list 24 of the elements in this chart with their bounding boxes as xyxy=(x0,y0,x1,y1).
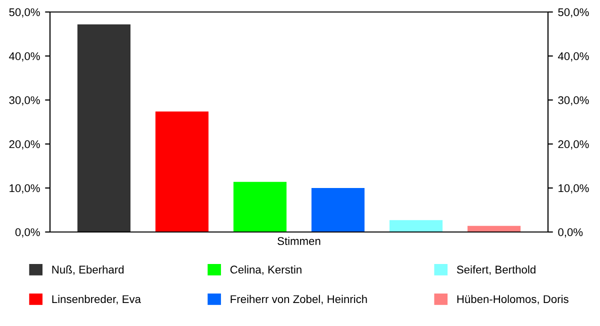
bar xyxy=(77,24,130,232)
legend-label: Freiherr von Zobel, Heinrich xyxy=(230,294,367,304)
text: 20,0% xyxy=(558,140,589,150)
bar xyxy=(390,220,443,232)
text: 10,0% xyxy=(558,184,589,194)
text: 40,0% xyxy=(558,52,589,62)
y-tick-label: 0,0% xyxy=(15,228,40,238)
y-tick-label: 40,0% xyxy=(9,52,40,62)
text: 30,0% xyxy=(558,96,589,106)
legend-label: Linsenbreder, Eva xyxy=(52,294,141,304)
bar xyxy=(155,111,208,232)
y-tick-label: 50,0% xyxy=(9,8,40,18)
bar xyxy=(233,182,287,232)
y-tick-label: 20,0% xyxy=(9,140,40,150)
x-tick-label: Stimmen xyxy=(278,236,320,246)
y-tick-label: 30,0% xyxy=(9,96,40,106)
legend-label: Seifert, Berthold xyxy=(456,265,536,275)
legend-label: Celina, Kerstin xyxy=(230,265,302,275)
y-tick-label: 10,0% xyxy=(10,184,40,194)
legend-label: Nuß, Eberhard xyxy=(52,265,124,275)
text: 0,0% xyxy=(558,228,583,238)
legend-label: Hüben-Holomos, Doris xyxy=(457,294,568,304)
bar xyxy=(311,188,365,232)
text: 50,0% xyxy=(558,8,589,18)
